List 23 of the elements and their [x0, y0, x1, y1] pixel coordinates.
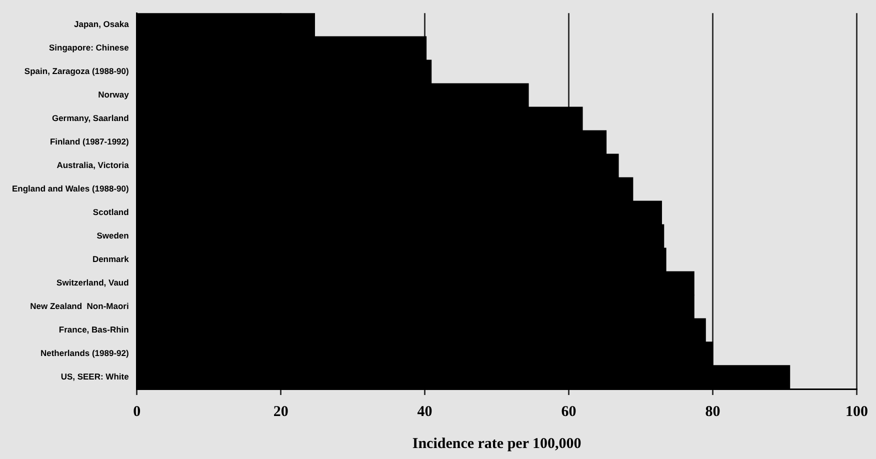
y-tick-label: Denmark [92, 254, 130, 264]
x-tick-label: 20 [273, 404, 288, 420]
y-tick-label: Australia, Victoria [56, 160, 130, 170]
y-tick-label: New Zealand Non-Maori [30, 301, 129, 312]
y-tick-label: Spain, Zaragoza (1988-90) [24, 66, 129, 76]
x-tick-label: 100 [846, 404, 868, 420]
y-tick-label: Netherlands (1989-92) [40, 348, 129, 358]
y-tick-label: Finland (1987-1992) [50, 136, 129, 147]
y-tick-label: Japan, Osaka [74, 19, 130, 30]
x-tick-label: 80 [705, 404, 720, 420]
y-tick-label: Scotland [92, 207, 129, 218]
x-axis-title: Incidence rate per 100,000 [412, 436, 582, 452]
y-tick-label: Switzerland, Vaud [56, 278, 129, 288]
x-tick-label: 0 [133, 404, 141, 420]
x-tick-label: 60 [561, 404, 576, 420]
y-tick-label: Singapore: Chinese [49, 42, 130, 53]
y-tick-label: France, Bas-Rhin [58, 324, 129, 335]
y-tick-label: Germany, Saarland [52, 113, 129, 124]
x-tick-label: 40 [417, 404, 432, 420]
y-tick-label: Sweden [96, 230, 129, 241]
y-tick-label: Norway [98, 90, 130, 100]
y-tick-label: US, SEER: White [60, 372, 130, 382]
y-tick-label: England and Wales (1988-90) [12, 184, 129, 194]
